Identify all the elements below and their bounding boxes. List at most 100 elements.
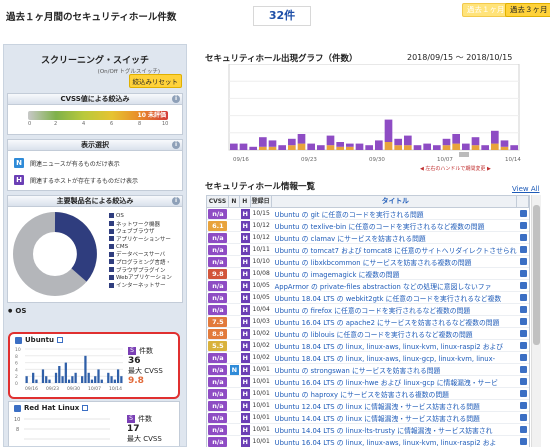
host-badge-icon[interactable]: H — [240, 256, 250, 267]
table-row[interactable]: n/a H 10/01 Ubuntu の haproxy にサービスを妨害される複数の… — [207, 388, 529, 400]
open-detail-icon[interactable] — [519, 378, 527, 385]
open-detail-icon[interactable] — [519, 414, 527, 421]
news-badge-icon[interactable]: N — [229, 364, 239, 375]
table-row[interactable]: n/a H 10/10 Ubuntu の libxkbcommon にサービスを妨害さ… — [207, 256, 529, 268]
os-card-ubuntu[interactable]: Ubuntu 10 8 6 4 2 0 09/16 09/23 09/30 10/07 10/14 … — [8, 332, 180, 399]
open-detail-icon[interactable] — [519, 390, 527, 397]
open-detail-icon[interactable] — [519, 306, 527, 313]
host-badge-icon[interactable]: H — [240, 208, 250, 219]
table-row[interactable]: 8.8 H 10/02 Ubuntu の liblouis に任意のコードを実行される… — [207, 328, 529, 340]
row-title-link[interactable]: Ubuntu の libxkbcommon にサービスを妨害される複数の問題 — [274, 258, 472, 267]
host-badge-icon[interactable]: H — [240, 340, 250, 351]
row-title-link[interactable]: Ubuntu 16.04 LTS の apache2 にサービスを妨害されるなど… — [274, 318, 500, 327]
period-1month-button[interactable]: 過去１ヶ月 — [462, 3, 510, 17]
table-row[interactable]: n/a H 10/01 Ubuntu 16.04 LTS の linux-hwe およ… — [207, 376, 529, 388]
host-badge-icon[interactable]: H — [240, 280, 250, 291]
table-row[interactable]: n/a H 10/15 Ubuntu の git に任意のコードを実行される問題 — [207, 208, 529, 220]
row-title-link[interactable]: Ubuntu の liblouis に任意のコードを実行されるなど複数の問題 — [274, 330, 473, 339]
row-title-link[interactable]: Ubuntu の imagemagick に複数の問題 — [274, 270, 400, 279]
open-detail-icon[interactable] — [519, 330, 527, 337]
legend-item[interactable]: ブラウザプラグイン — [109, 266, 172, 274]
host-badge-icon[interactable]: H — [240, 328, 250, 339]
product-donut-chart[interactable] — [10, 207, 110, 303]
host-badge-icon[interactable]: H — [240, 304, 250, 315]
cvss-range-slider[interactable]: 10 未評価 — [28, 111, 168, 120]
table-row[interactable]: 5.5 H 10/02 Ubuntu 18.04 LTS の linux, linux… — [207, 340, 529, 352]
row-title-link[interactable]: Ubuntu の clamav にサービスを妨害される問題 — [274, 234, 426, 243]
legend-item[interactable]: CMS — [109, 243, 172, 251]
table-scrollbar[interactable] — [531, 195, 541, 447]
row-title-link[interactable]: Ubuntu 18.04 LTS の webkit2gtk に任意のコードを実行… — [274, 294, 502, 303]
host-badge-icon[interactable]: H — [240, 436, 250, 447]
host-badge-icon[interactable]: H — [240, 424, 250, 435]
open-detail-icon[interactable] — [519, 258, 527, 265]
table-row[interactable]: 9.8 H 10/08 Ubuntu の imagemagick に複数の問題 — [207, 268, 529, 280]
open-detail-icon[interactable] — [519, 210, 527, 217]
table-row[interactable]: n/a H 10/01 Ubuntu 14.04 LTS の linux に情報漏洩・… — [207, 412, 529, 424]
info-icon[interactable]: i — [172, 141, 180, 149]
external-link-icon[interactable] — [57, 337, 63, 343]
host-badge-icon[interactable]: H — [240, 244, 250, 255]
view-all-link[interactable]: View All — [512, 185, 540, 193]
row-title-link[interactable]: Ubuntu 12.04 LTS の linux に情報漏洩・サービス妨害される… — [274, 402, 480, 411]
row-title-link[interactable]: Ubuntu の strongswan にサービスを妨害される問題 — [274, 366, 441, 375]
news-filter-toggle[interactable]: N 関連ニュースが有るものだけ表示 — [14, 158, 120, 168]
legend-item[interactable]: インターネットサー — [109, 281, 172, 289]
column-header[interactable]: CVSS — [207, 196, 229, 207]
row-title-link[interactable]: Ubuntu 14.04 LTS の linux に情報漏洩・サービス妨害される… — [274, 414, 480, 423]
row-title-link[interactable]: Ubuntu の firefox に任意のコードを実行されるなど複数の問題 — [274, 306, 471, 315]
os-card-redhat[interactable]: Red Hat Linux 10 8 S 件数 17 最大 CVSS — [8, 401, 180, 446]
table-row[interactable]: n/a H 10/02 Ubuntu 18.04 LTS の linux, linux… — [207, 352, 529, 364]
legend-item[interactable]: データベースサーバ — [109, 250, 172, 258]
info-icon[interactable]: i — [172, 95, 180, 103]
table-row[interactable]: n/a H 10/11 Ubuntu の tomcat7 および tomcat8 に任… — [207, 244, 529, 256]
host-badge-icon[interactable]: H — [240, 292, 250, 303]
open-detail-icon[interactable] — [519, 426, 527, 433]
row-title-link[interactable]: Ubuntu 14.04 LTS の linux-lts-trusty に情報漏… — [274, 426, 493, 435]
table-row[interactable]: n/a H 10/12 Ubuntu の clamav にサービスを妨害される問題 — [207, 232, 529, 244]
open-detail-icon[interactable] — [519, 354, 527, 361]
row-title-link[interactable]: Ubuntu の haproxy にサービスを妨害される複数の問題 — [274, 390, 449, 399]
donut-os-slice[interactable] — [54, 212, 97, 282]
row-title-link[interactable]: Ubuntu の tomcat7 および tomcat8 に任意のサイトへリダイ… — [274, 246, 518, 255]
legend-item[interactable]: アプリケーションサー — [109, 235, 172, 243]
open-detail-icon[interactable] — [519, 282, 527, 289]
legend-item[interactable]: OS — [109, 212, 172, 220]
host-badge-icon[interactable]: H — [240, 232, 250, 243]
open-detail-icon[interactable] — [519, 318, 527, 325]
host-badge-icon[interactable]: H — [240, 388, 250, 399]
host-badge-icon[interactable]: H — [240, 352, 250, 363]
period-3month-button[interactable]: 過去３ヶ月 — [505, 3, 550, 17]
host-badge-icon[interactable]: H — [240, 376, 250, 387]
row-title-link[interactable]: Ubuntu の git に任意のコードを実行される問題 — [274, 210, 424, 219]
row-title-link[interactable]: Ubuntu 16.04 LTS の linux, linux-aws, lin… — [274, 438, 497, 447]
table-row[interactable]: 7.5 H 10/03 Ubuntu 16.04 LTS の apache2 にサービ… — [207, 316, 529, 328]
column-header[interactable]: タイトル — [272, 196, 518, 207]
reset-filter-button[interactable]: 絞込みリセット — [128, 74, 182, 88]
table-row[interactable]: n/a H 10/05 AppArmor の private-files abstra… — [207, 280, 529, 292]
open-detail-icon[interactable] — [519, 438, 527, 445]
open-detail-icon[interactable] — [519, 402, 527, 409]
row-title-link[interactable]: Ubuntu の texlive-bin に任意のコードを実行されるなど複数の問… — [274, 222, 485, 231]
open-detail-icon[interactable] — [519, 342, 527, 349]
legend-item[interactable]: ウェブブラウザ — [109, 227, 172, 235]
scrollbar-thumb[interactable] — [533, 205, 540, 345]
security-hole-chart[interactable]: 09/16 09/23 09/30 10/07 10/14 — [205, 64, 525, 164]
column-header[interactable]: H — [240, 196, 251, 207]
open-detail-icon[interactable] — [519, 222, 527, 229]
table-row[interactable]: 6.1 H 10/12 Ubuntu の texlive-bin に任意のコードを実行… — [207, 220, 529, 232]
row-title-link[interactable]: AppArmor の private-files abstraction などの… — [274, 282, 492, 291]
open-detail-icon[interactable] — [519, 270, 527, 277]
checkbox-icon[interactable] — [14, 404, 21, 412]
info-icon[interactable]: i — [172, 197, 180, 205]
host-badge-icon[interactable]: H — [240, 412, 250, 423]
row-title-link[interactable]: Ubuntu 18.04 LTS の linux, linux-aws, lin… — [274, 342, 504, 351]
column-header[interactable]: 登録日 — [251, 196, 272, 207]
table-row[interactable]: n/a H 10/01 Ubuntu 16.04 LTS の linux, linux… — [207, 436, 529, 447]
table-row[interactable]: n/a H 10/04 Ubuntu の firefox に任意のコードを実行されるな… — [207, 304, 529, 316]
host-badge-icon[interactable]: H — [240, 268, 250, 279]
table-row[interactable]: n/a N H 10/01 Ubuntu の strongswan にサービスを妨害され… — [207, 364, 529, 376]
legend-item[interactable]: Webアプリケーション — [109, 274, 172, 281]
host-badge-icon[interactable]: H — [240, 400, 250, 411]
column-header[interactable]: N — [229, 196, 240, 207]
